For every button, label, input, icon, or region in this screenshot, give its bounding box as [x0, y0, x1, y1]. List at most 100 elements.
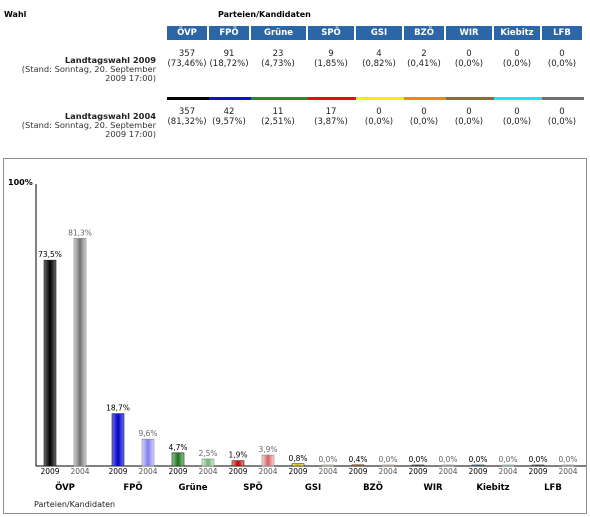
- cell-lfb-1: 0 (0,0%): [542, 107, 582, 127]
- data-label-kiebitz-2009: 0,0%: [468, 455, 487, 464]
- year-label-bzoe-2009: 2009: [348, 467, 367, 476]
- color-bar-lfb: [542, 97, 584, 100]
- color-bar-fpoe: [209, 97, 251, 100]
- cell-lfb-0: 0 (0,0%): [542, 49, 582, 69]
- category-label-fpoe: FPÖ: [123, 482, 142, 493]
- color-bar-gsi: [356, 97, 404, 100]
- category-label-gruene: Grüne: [178, 483, 207, 493]
- party-header-wir: WIR: [446, 26, 492, 40]
- bar-bzoe-2004: [381, 464, 395, 467]
- data-label-fpoe-2009: 18,7%: [106, 404, 130, 413]
- cell-percent: (0,0%): [502, 117, 532, 127]
- category-label-bzoe: BZÖ: [363, 482, 383, 493]
- cell-votes: 0: [514, 107, 520, 117]
- cell-percent: (4,73%): [261, 59, 295, 69]
- party-header-gsi: GSI: [356, 26, 402, 40]
- column-header-parteien: Parteien/Kandidaten: [218, 10, 311, 19]
- cell-percent: (0,0%): [547, 59, 577, 69]
- cell-gsi-0: 4 (0,82%): [359, 49, 399, 69]
- cell-votes: 9: [328, 49, 334, 59]
- cell-wir-0: 0 (0,0%): [449, 49, 489, 69]
- cell-votes: 357: [178, 49, 196, 59]
- party-header-lfb: LFB: [542, 26, 582, 40]
- cell-gsi-1: 0 (0,0%): [359, 107, 399, 127]
- year-label-bzoe-2004: 2004: [378, 467, 397, 476]
- row-label-2009: Landtagswahl 2009 (Stand: Sonntag, 20. S…: [4, 56, 156, 83]
- category-label-gsi: GSI: [305, 483, 321, 493]
- cell-kiebitz-0: 0 (0,0%): [497, 49, 537, 69]
- year-label-lfb-2004: 2004: [558, 467, 577, 476]
- color-bar-kiebitz: [494, 97, 542, 100]
- year-label-fpoe-2004: 2004: [138, 467, 157, 476]
- color-bar-bzoe: [404, 97, 446, 100]
- cell-votes: 42: [223, 107, 235, 117]
- cell-votes: 2: [421, 49, 427, 59]
- cell-kiebitz-1: 0 (0,0%): [497, 107, 537, 127]
- row-label-2004: Landtagswahl 2004 (Stand: Sonntag, 20. S…: [4, 112, 156, 139]
- year-label-kiebitz-2004: 2004: [498, 467, 517, 476]
- cell-percent: (1,85%): [314, 59, 348, 69]
- bar-kiebitz-2004: [501, 464, 515, 467]
- row-stand-2004-line1: (Stand: Sonntag, 20. September: [21, 120, 156, 130]
- cell-gruene-1: 11 (2,51%): [258, 107, 298, 127]
- cell-fpoe-0: 91 (18,72%): [209, 49, 249, 69]
- data-label-oevp-2009: 73,5%: [38, 250, 62, 259]
- cell-percent: (0,0%): [454, 59, 484, 69]
- column-header-wahl: Wahl: [4, 10, 27, 19]
- cell-votes: 4: [376, 49, 382, 59]
- cell-wir-1: 0 (0,0%): [449, 107, 489, 127]
- bar-gruene-2009: [171, 452, 185, 467]
- color-bar-oevp: [167, 97, 209, 100]
- year-label-spoe-2009: 2009: [228, 467, 247, 476]
- color-bar-gruene: [251, 97, 308, 100]
- row-stand-2009-line2: 2009 17:00): [105, 73, 156, 83]
- bar-wir-2009: [411, 464, 425, 467]
- cell-votes: 0: [559, 107, 565, 117]
- cell-percent: (0,82%): [362, 59, 396, 69]
- cell-percent: (0,41%): [407, 59, 441, 69]
- data-label-kiebitz-2004: 0,0%: [498, 455, 517, 464]
- cell-percent: (0,0%): [547, 117, 577, 127]
- bar-gruene-2004: [201, 458, 215, 467]
- year-label-gsi-2004: 2004: [318, 467, 337, 476]
- party-header-bzoe: BZÖ: [404, 26, 444, 40]
- year-label-oevp-2004: 2004: [70, 467, 89, 476]
- bar-kiebitz-2009: [471, 464, 485, 467]
- cell-votes: 91: [223, 49, 235, 59]
- year-label-fpoe-2009: 2009: [108, 467, 127, 476]
- row-stand-2004-line2: 2009 17:00): [105, 129, 156, 139]
- bar-lfb-2009: [531, 464, 545, 467]
- data-label-wir-2004: 0,0%: [438, 455, 457, 464]
- year-label-gruene-2009: 2009: [168, 467, 187, 476]
- cell-percent: (3,87%): [314, 117, 348, 127]
- cell-votes: 23: [272, 49, 284, 59]
- cell-percent: (9,57%): [212, 117, 246, 127]
- category-label-kiebitz: Kiebitz: [476, 483, 509, 493]
- cell-percent: (0,0%): [454, 117, 484, 127]
- row-stand-2009-line1: (Stand: Sonntag, 20. September: [21, 64, 156, 74]
- party-header-spoe: SPÖ: [308, 26, 354, 40]
- year-label-gsi-2009: 2009: [288, 467, 307, 476]
- data-label-gruene-2009: 4,7%: [168, 443, 187, 452]
- cell-votes: 17: [325, 107, 337, 117]
- row-title-2004: Landtagswahl 2004: [64, 111, 156, 121]
- cell-percent: (0,0%): [364, 117, 394, 127]
- cell-bzoe-0: 2 (0,41%): [404, 49, 444, 69]
- cell-spoe-1: 17 (3,87%): [311, 107, 351, 127]
- data-label-spoe-2004: 3,9%: [258, 445, 277, 454]
- cell-votes: 11: [272, 107, 284, 117]
- color-bar-wir: [446, 97, 494, 100]
- data-label-spoe-2009: 1,9%: [228, 451, 247, 460]
- cell-percent: (73,46%): [167, 59, 207, 69]
- cell-percent: (18,72%): [209, 59, 249, 69]
- color-bar-spoe: [308, 97, 356, 100]
- cell-votes: 0: [559, 49, 565, 59]
- party-header-gruene: Grüne: [251, 26, 306, 40]
- bar-spoe-2009: [231, 460, 245, 467]
- year-label-spoe-2004: 2004: [258, 467, 277, 476]
- bar-fpoe-2004: [141, 438, 155, 467]
- cell-percent: (0,0%): [409, 117, 439, 127]
- cell-spoe-0: 9 (1,85%): [311, 49, 351, 69]
- year-label-oevp-2009: 2009: [40, 467, 59, 476]
